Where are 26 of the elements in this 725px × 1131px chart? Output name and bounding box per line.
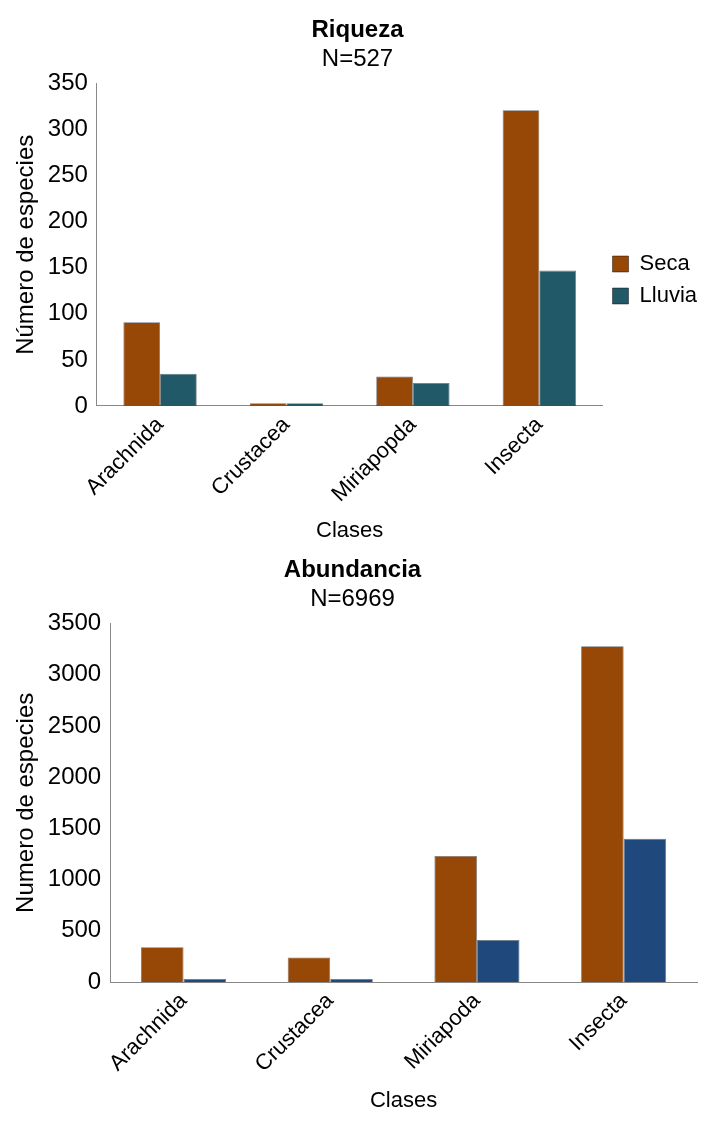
y-tick-label: 300	[47, 114, 88, 142]
x-axis-title: Clases	[369, 1086, 438, 1112]
y-tick-label: 100	[47, 298, 88, 326]
y-tick-label: 1500	[47, 813, 102, 841]
legend-label: Lluvia	[639, 282, 698, 308]
legend-label: Seca	[639, 250, 691, 276]
x-axis-title: Clases	[316, 516, 384, 542]
y-tick-label: 350	[47, 68, 88, 96]
chart-subtitle: N=527	[321, 43, 394, 71]
y-tick-label: 150	[47, 252, 88, 280]
y-axis-title: Numero de especies	[11, 692, 39, 913]
y-axis-title: Número de especies	[11, 134, 39, 355]
y-tick-label: 2000	[47, 761, 102, 789]
y-tick-label: 3500	[47, 608, 102, 636]
y-tick-label: 0	[87, 966, 102, 994]
y-tick-label: 2500	[47, 710, 102, 738]
y-tick-label: 250	[47, 160, 88, 188]
y-tick-label: 0	[74, 390, 88, 418]
chart-title: Riqueza	[311, 15, 405, 43]
y-tick-label: 1000	[47, 864, 102, 892]
y-tick-label: 50	[61, 344, 88, 372]
chart-title: Abundancia	[283, 555, 422, 583]
chart-subtitle: N=6969	[310, 583, 395, 611]
y-tick-label: 3000	[47, 659, 102, 687]
y-tick-label: 500	[61, 915, 102, 943]
y-tick-label: 200	[47, 206, 88, 234]
